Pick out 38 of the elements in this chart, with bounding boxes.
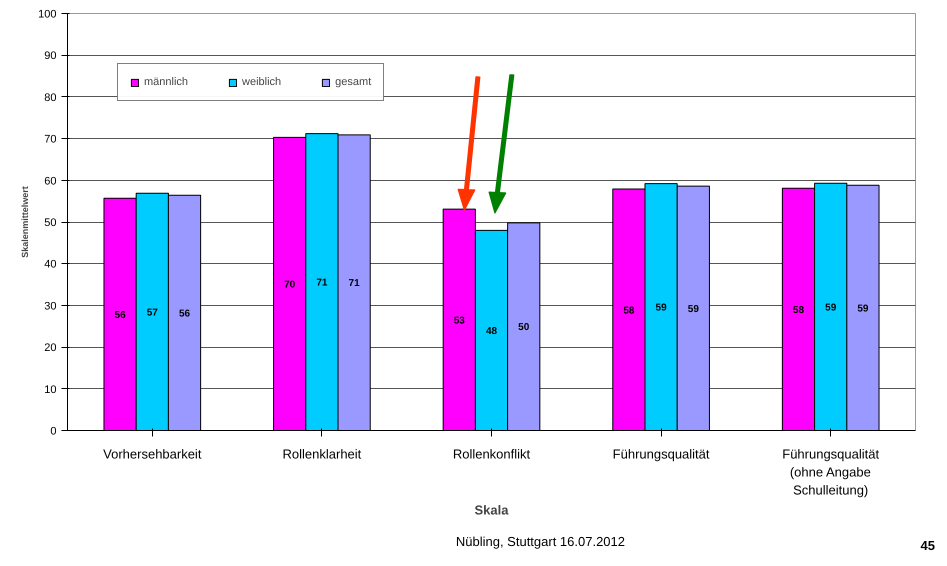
y-tick-label: 70 (44, 134, 57, 146)
data-label: 71 (316, 278, 328, 289)
x-axis-title: Skala (474, 502, 510, 518)
data-label: 57 (146, 307, 158, 318)
x-tick-label: Führungsqualität (ohne Angabe Schulleitung) (782, 446, 880, 498)
y-tick-label: 40 (44, 258, 57, 271)
y-tick-label: 90 (44, 50, 57, 62)
text: 45 (920, 537, 935, 555)
data-label: 59 (656, 302, 668, 314)
x-tick-label: Rollenkonflikt (452, 446, 531, 462)
x-tick-label: Vorhersehbarkeit (103, 446, 202, 462)
text: Nübling, Stuttgart 16.07.2012 (456, 533, 625, 551)
x-tick-label: Führungsqualität (612, 446, 710, 462)
y-tick-label: 80 (44, 92, 57, 104)
data-label: 71 (348, 278, 360, 290)
data-label: 59 (825, 302, 837, 314)
data-label: 53 (454, 315, 466, 326)
y-tick-label: 100 (38, 8, 57, 20)
data-label: 56 (114, 310, 126, 321)
data-label: 58 (792, 304, 804, 316)
y-tick-label: 20 (44, 342, 57, 354)
y-axis-title: Skalenmittelwert (20, 186, 30, 258)
data-label: 59 (688, 304, 700, 315)
y-tick-label: 50 (44, 217, 57, 229)
legend-label: männlich (144, 76, 188, 88)
y-tick-label: 60 (44, 175, 57, 188)
y-tick-label: 10 (44, 384, 57, 396)
y-tick-label: 0 (50, 426, 57, 438)
legend-label: gesamt (335, 76, 372, 88)
data-label: 70 (284, 279, 296, 290)
y-tick-label: 30 (44, 300, 57, 312)
legend-label: weiblich (242, 76, 282, 88)
x-tick-label: Rollenklarheit (282, 446, 362, 462)
data-label: 58 (623, 305, 635, 316)
data-label: 48 (486, 326, 498, 337)
data-label: 56 (178, 308, 191, 320)
data-label: 59 (857, 303, 869, 314)
data-label: 50 (518, 322, 530, 334)
